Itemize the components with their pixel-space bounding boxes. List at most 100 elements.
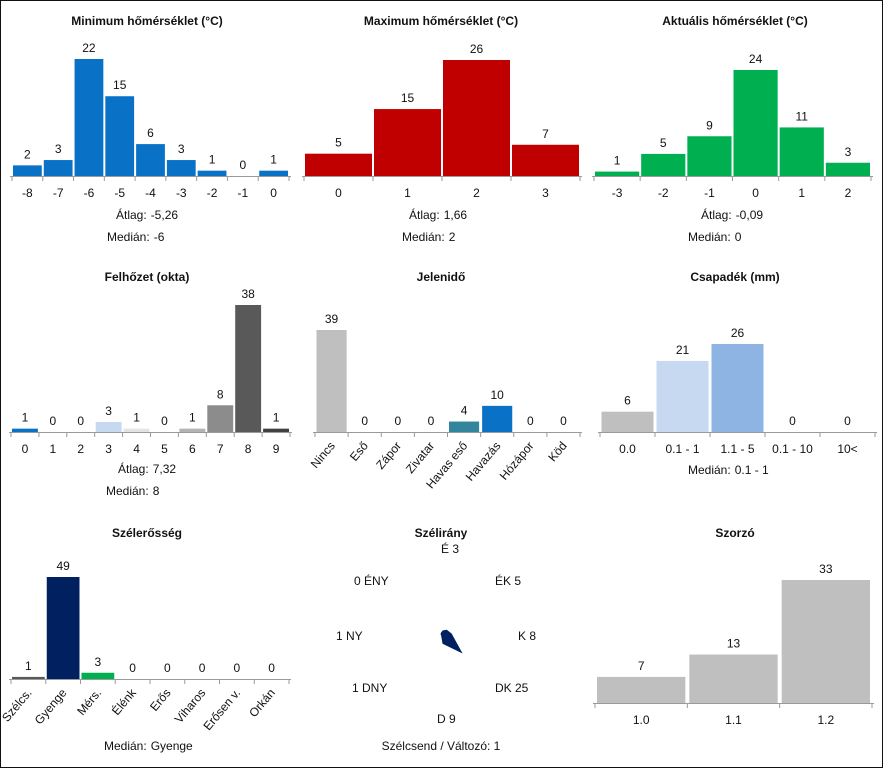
median-value: 8 (152, 484, 160, 498)
tick-label: 9 (273, 442, 280, 456)
wind-dir-title: Szélirány (414, 526, 468, 540)
bar-3 (95, 421, 122, 432)
data-label: 0 (161, 414, 168, 428)
data-label: 10 (491, 388, 505, 402)
median-label: Medián: (402, 230, 445, 244)
data-label: 1 (25, 659, 32, 673)
data-label: 0 (268, 661, 275, 675)
tick-label: 1 (50, 442, 57, 456)
tick-label: 7 (217, 442, 224, 456)
mean-value: -5,26 (150, 208, 179, 222)
min-temp-chart: 2 -8 3 -7 22 -6 15 -5 6 -4 3 -3 1 -2 0 -1 1 0 (10, 41, 291, 200)
tick-label: 1.0 (633, 713, 650, 727)
bar-0 (305, 153, 372, 176)
tick-label: 4 (133, 442, 140, 456)
bar-1.1 - 5 (711, 344, 764, 432)
tick-label: 6 (189, 442, 196, 456)
data-label: 21 (676, 343, 690, 357)
min-temp-mean: Átlag: -5,26 (116, 208, 178, 222)
data-label: 26 (731, 326, 745, 340)
data-label: 24 (749, 52, 763, 66)
wind-dir-panel: Szélirány É 3 ÉK 5 K 8 DK 25 D 9 1 DNY 1 NY 0 É… (294, 512, 588, 768)
tick-label: -8 (22, 186, 33, 200)
tick-label: Nincs (308, 439, 338, 471)
mean-value: 1,66 (443, 208, 468, 222)
tick-label: 0 (752, 186, 759, 200)
data-label: 49 (56, 559, 70, 573)
bar-9 (263, 428, 289, 432)
data-label: 1 (270, 153, 277, 167)
data-label: 1 (273, 411, 280, 425)
max-temp-panel: Maximum hőmérséklet (°C) 5 0 15 1 26 2 7 3 Átla… (294, 0, 588, 256)
calm-text: Szélcsend / Változó: 1 (381, 739, 501, 753)
tick-label: 0 (335, 186, 342, 200)
tick-label: 1.1 (725, 713, 742, 727)
bar-1 (374, 109, 441, 176)
data-label: 3 (55, 142, 62, 156)
wind-direction-polygon (440, 629, 463, 654)
bar-0 (733, 70, 778, 176)
act-temp-title: Aktuális hőmérséklet (°C) (662, 14, 808, 28)
tick-label: 10< (837, 442, 857, 456)
bar--6 (74, 59, 104, 176)
data-label: 7 (638, 659, 645, 673)
bar-Havazás (482, 405, 513, 432)
data-label: 3 (95, 655, 102, 669)
data-label: 0 (527, 414, 534, 428)
bar--7 (43, 160, 73, 176)
wind-strength-median: Medián: Gyenge (104, 739, 193, 753)
tick-label: 0 (22, 442, 29, 456)
data-label: 0 (789, 414, 796, 428)
bar--4 (136, 144, 165, 176)
bar--2 (197, 170, 227, 176)
bar-1 (779, 127, 824, 176)
tick-label: 8 (245, 442, 252, 456)
data-label: 8 (217, 387, 224, 401)
min-temp-median: Medián: -6 (107, 230, 164, 244)
tick-label: -6 (84, 186, 95, 200)
bar-Havas eső (449, 421, 480, 432)
data-label: 5 (335, 136, 342, 150)
bar-0.1 - 1 (656, 360, 709, 432)
bar--3 (595, 171, 640, 176)
tick-label: 2 (473, 186, 480, 200)
data-label: 2 (24, 147, 31, 161)
min-temp-panel: Minimum hőmérséklet (°C) 2 -8 3 -7 22 -6 15 -5 6… (0, 0, 294, 256)
bar-0 (259, 170, 288, 176)
cloud-median: Medián: 8 (106, 484, 159, 498)
data-label: 0 (361, 414, 368, 428)
wind-strength-chart: 1Szélcs.49Gyenge3Mérs.0Élénk0Erős0Viharo… (0, 559, 291, 733)
tick-label: 1.2 (817, 713, 834, 727)
data-label: 9 (706, 118, 713, 132)
data-label: 0 (164, 661, 171, 675)
min-temp-title: Minimum hőmérséklet (°C) (71, 14, 223, 28)
multiplier-chart: 7 1.0 13 1.1 33 1.2 (593, 562, 874, 727)
data-label: 1 (189, 411, 196, 425)
data-label: 26 (470, 42, 484, 56)
data-label: 13 (727, 637, 741, 651)
bar-1.2 (781, 580, 870, 703)
direction-label-NY: 1 NY (336, 629, 363, 643)
mean-value: -0,09 (735, 208, 764, 222)
mean-value: 7,32 (152, 462, 177, 476)
bar-Mérs. (81, 672, 115, 679)
tick-label: -3 (612, 186, 623, 200)
data-label: 0 (560, 414, 567, 428)
precip-chart: 6 0.0 21 0.1 - 1 26 1.1 - 5 0 0.1 - 10 0 10< (598, 326, 877, 456)
data-label: 1 (209, 153, 216, 167)
data-label: 7 (542, 127, 549, 141)
median-value: -6 (153, 230, 165, 244)
data-label: 0 (234, 661, 241, 675)
data-label: 3 (105, 404, 112, 418)
median-label: Medián: (107, 230, 150, 244)
bar-6 (179, 428, 206, 432)
precip-panel: Csapadék (mm) 6 0.0 21 0.1 - 1 26 1.1 - 5 0 0.1… (588, 256, 882, 512)
data-label: 0 (428, 414, 435, 428)
bar-2 (825, 162, 870, 176)
act-temp-panel: Aktuális hőmérséklet (°C) 1 -3 5 -2 9 -1 24 0 11… (588, 0, 882, 256)
data-label: 0 (50, 414, 57, 428)
bar-Szélcs. (12, 676, 45, 679)
wind-dir-chart: É 3 ÉK 5 K 8 DK 25 D 9 1 DNY 1 NY 0 ÉNY (336, 541, 536, 726)
bar-7 (207, 405, 234, 432)
